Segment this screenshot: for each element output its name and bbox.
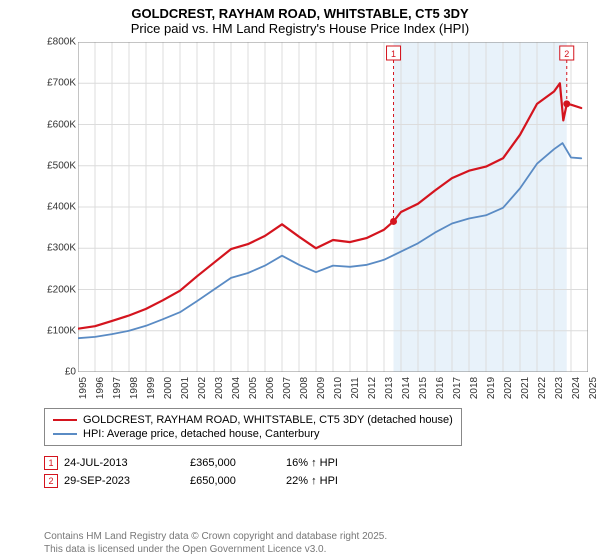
chart-title-line1: GOLDCREST, RAYHAM ROAD, WHITSTABLE, CT5 … bbox=[0, 6, 600, 21]
y-tick-label: £700K bbox=[47, 78, 76, 89]
y-tick-label: £100K bbox=[47, 325, 76, 336]
x-tick-label: 2025 bbox=[588, 377, 599, 399]
x-tick-label: 1999 bbox=[146, 377, 157, 399]
chart-area: £0£100K£200K£300K£400K£500K£600K£700K£80… bbox=[36, 42, 596, 402]
x-tick-label: 2022 bbox=[537, 377, 548, 399]
x-tick-label: 2007 bbox=[282, 377, 293, 399]
x-tick-label: 2014 bbox=[401, 377, 412, 399]
x-tick-label: 2004 bbox=[231, 377, 242, 399]
x-tick-label: 2005 bbox=[248, 377, 259, 399]
y-tick-label: £500K bbox=[47, 160, 76, 171]
y-axis: £0£100K£200K£300K£400K£500K£600K£700K£80… bbox=[36, 42, 78, 372]
legend-row: GOLDCREST, RAYHAM ROAD, WHITSTABLE, CT5 … bbox=[53, 413, 453, 427]
x-tick-label: 2010 bbox=[333, 377, 344, 399]
x-tick-label: 1997 bbox=[112, 377, 123, 399]
legend-row: HPI: Average price, detached house, Cant… bbox=[53, 427, 453, 441]
svg-text:2: 2 bbox=[564, 49, 569, 59]
x-tick-label: 1996 bbox=[95, 377, 106, 399]
legend-text: HPI: Average price, detached house, Cant… bbox=[83, 428, 319, 440]
marker-hpi-diff: 22% ↑ HPI bbox=[286, 475, 376, 487]
footer-line1: Contains HM Land Registry data © Crown c… bbox=[44, 531, 387, 544]
plot-region: 12 bbox=[78, 42, 588, 372]
x-tick-label: 2012 bbox=[367, 377, 378, 399]
marker-price: £650,000 bbox=[190, 475, 280, 487]
y-tick-label: £300K bbox=[47, 243, 76, 254]
x-tick-label: 2019 bbox=[486, 377, 497, 399]
x-tick-label: 2020 bbox=[503, 377, 514, 399]
y-tick-label: £200K bbox=[47, 284, 76, 295]
marker-date: 29-SEP-2023 bbox=[64, 475, 184, 487]
x-tick-label: 2008 bbox=[299, 377, 310, 399]
y-tick-label: £800K bbox=[47, 37, 76, 48]
legend-swatch bbox=[53, 419, 77, 421]
x-tick-label: 1995 bbox=[78, 377, 89, 399]
y-tick-label: £400K bbox=[47, 202, 76, 213]
x-tick-label: 2000 bbox=[163, 377, 174, 399]
x-tick-label: 1998 bbox=[129, 377, 140, 399]
legend-text: GOLDCREST, RAYHAM ROAD, WHITSTABLE, CT5 … bbox=[83, 414, 453, 426]
legend-swatch bbox=[53, 433, 77, 435]
x-tick-label: 2002 bbox=[197, 377, 208, 399]
footer: Contains HM Land Registry data © Crown c… bbox=[44, 531, 387, 556]
legend: GOLDCREST, RAYHAM ROAD, WHITSTABLE, CT5 … bbox=[44, 408, 462, 446]
marker-table-row: 2 29-SEP-2023 £650,000 22% ↑ HPI bbox=[44, 472, 600, 490]
x-tick-label: 2003 bbox=[214, 377, 225, 399]
marker-ref-box: 2 bbox=[44, 474, 58, 488]
marker-table: 1 24-JUL-2013 £365,000 16% ↑ HPI 2 29-SEP-202… bbox=[44, 454, 600, 490]
x-tick-label: 2009 bbox=[316, 377, 327, 399]
x-tick-label: 2011 bbox=[350, 377, 361, 399]
marker-hpi-diff: 16% ↑ HPI bbox=[286, 457, 376, 469]
x-tick-label: 2016 bbox=[435, 377, 446, 399]
x-tick-label: 2023 bbox=[554, 377, 565, 399]
y-tick-label: £600K bbox=[47, 119, 76, 130]
marker-ref-box: 1 bbox=[44, 456, 58, 470]
chart-svg: 12 bbox=[78, 42, 588, 372]
x-tick-label: 2024 bbox=[571, 377, 582, 399]
x-tick-label: 2017 bbox=[452, 377, 463, 399]
x-tick-label: 2013 bbox=[384, 377, 395, 399]
x-axis: 1995 1996 1997 1998 1999 2000 2001 2002 2003 2004… bbox=[78, 374, 588, 412]
y-tick-label: £0 bbox=[65, 367, 76, 378]
x-tick-label: 2001 bbox=[180, 377, 191, 399]
marker-price: £365,000 bbox=[190, 457, 280, 469]
x-tick-label: 2021 bbox=[520, 377, 531, 399]
chart-title-block: GOLDCREST, RAYHAM ROAD, WHITSTABLE, CT5 … bbox=[0, 0, 600, 38]
x-tick-label: 2018 bbox=[469, 377, 480, 399]
marker-table-row: 1 24-JUL-2013 £365,000 16% ↑ HPI bbox=[44, 454, 600, 472]
svg-text:1: 1 bbox=[391, 49, 396, 59]
chart-title-line2: Price paid vs. HM Land Registry's House … bbox=[0, 21, 600, 36]
footer-line2: This data is licensed under the Open Gov… bbox=[44, 544, 387, 557]
x-tick-label: 2015 bbox=[418, 377, 429, 399]
marker-date: 24-JUL-2013 bbox=[64, 457, 184, 469]
x-tick-label: 2006 bbox=[265, 377, 276, 399]
